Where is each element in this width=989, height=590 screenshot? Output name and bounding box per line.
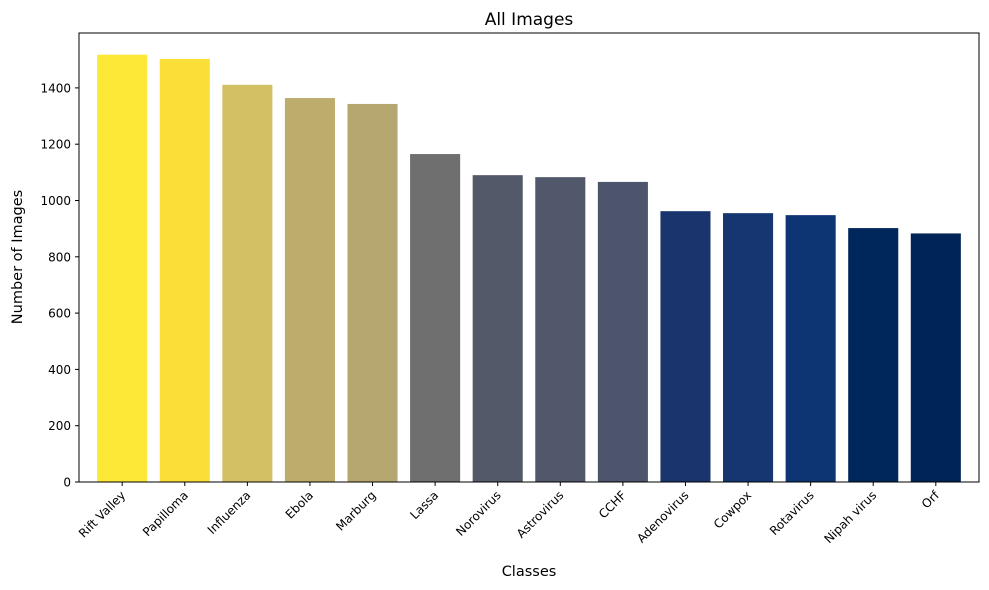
x-tick-label: Marburg <box>333 488 378 533</box>
bar-cchf <box>597 181 648 483</box>
x-axis-label: Classes <box>502 564 557 580</box>
bar-marburg <box>347 103 398 482</box>
x-tick-label: Adenovirus <box>634 488 691 545</box>
bar-cowpox <box>723 213 774 482</box>
x-tick-label: Astrovirus <box>514 488 567 541</box>
y-tick-label: 1200 <box>40 138 71 152</box>
x-tick-label: Orf <box>919 488 943 512</box>
bars-group <box>97 54 961 483</box>
y-tick-label: 400 <box>48 363 71 377</box>
bar-lassa <box>410 154 461 483</box>
plot-frame <box>78 32 980 483</box>
x-tick-label: Rotavirus <box>767 488 817 538</box>
y-tick-label: 800 <box>48 250 71 264</box>
x-tick-label: Papilloma <box>140 488 191 539</box>
bar-astrovirus <box>535 177 586 482</box>
x-axis: Rift Valley Papilloma Influenza Ebola Marbur… <box>76 482 943 546</box>
x-tick-label: Cowpox <box>711 488 754 531</box>
y-axis: 0 200 400 600 800 1000 1200 1400 <box>40 81 79 490</box>
bar-norovirus <box>472 175 523 482</box>
y-axis-label: Number of Images <box>10 190 26 324</box>
x-tick-label: Nipah virus <box>821 488 879 546</box>
y-tick-label: 200 <box>48 419 71 433</box>
chart-title: All Images <box>485 10 574 30</box>
bar-papilloma <box>159 58 210 483</box>
bar-rift-valley <box>97 54 148 483</box>
x-tick-label: Influenza <box>205 488 254 537</box>
x-tick-label: Norovirus <box>453 488 504 539</box>
y-tick-label: 0 <box>63 476 71 490</box>
bar-influenza <box>222 84 273 483</box>
x-tick-label: CCHF <box>596 488 629 521</box>
y-tick-label: 1400 <box>40 81 71 95</box>
bar-nipah-virus <box>848 228 899 482</box>
bar-orf <box>910 233 961 482</box>
x-tick-label: Ebola <box>283 488 316 521</box>
bar-adenovirus <box>660 211 711 482</box>
y-tick-label: 600 <box>48 307 71 321</box>
x-tick-label: Lassa <box>407 488 441 522</box>
bar-rotavirus <box>785 215 836 482</box>
x-tick-label: Rift Valley <box>76 488 128 540</box>
bar-ebola <box>284 98 335 482</box>
y-tick-label: 1000 <box>40 194 71 208</box>
